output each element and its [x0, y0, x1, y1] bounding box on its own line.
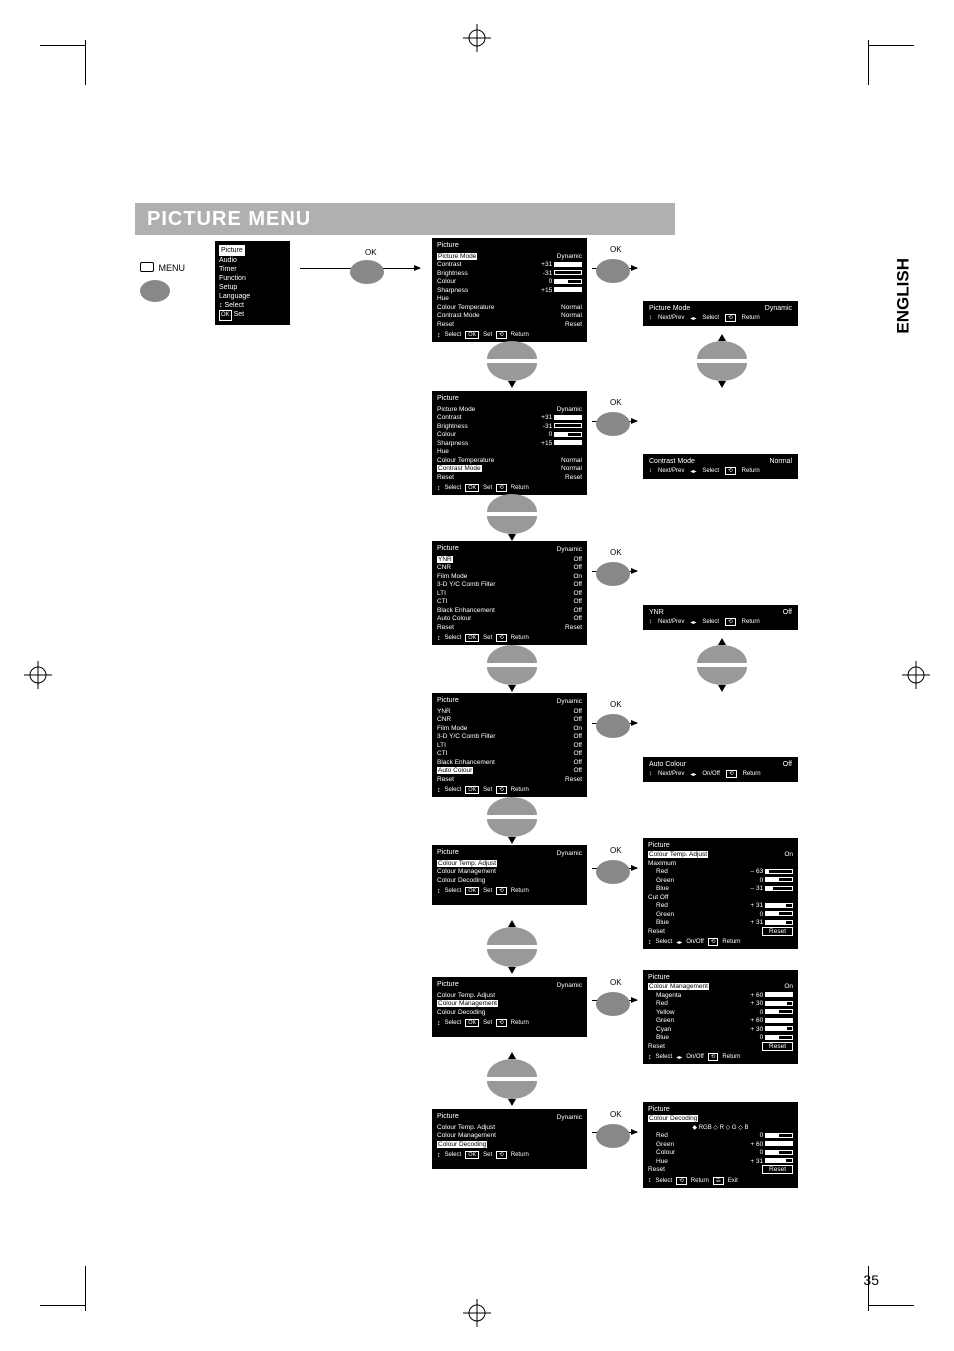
menu-button[interactable]: [140, 280, 170, 302]
crop-mark: [85, 1266, 86, 1311]
ok-label: OK: [610, 245, 622, 254]
nav-pad[interactable]: [487, 334, 537, 388]
crop-mark: [868, 40, 869, 85]
menu-item: Audio: [219, 256, 286, 265]
picture-osd: PicturePicture ModeDynamicContrast+31 Br…: [432, 391, 587, 495]
language-tab: ENGLISH: [894, 258, 914, 334]
crop-mark: [85, 40, 86, 85]
colour-management-osd: PictureColour ManagementOnMagenta+ 60 Re…: [643, 970, 798, 1064]
menu-label: MENU: [158, 263, 185, 273]
crop-mark: [869, 1305, 914, 1306]
ok-label: OK: [610, 548, 622, 557]
nav-pad[interactable]: [487, 790, 537, 844]
picture-sub-osd: PictureDynamicYNROffCNROffFilm ModeOn3-D…: [432, 693, 587, 797]
colour-submenu-osd: PictureDynamicColour Temp. AdjustColour …: [432, 1109, 587, 1169]
menu-item: Function: [219, 274, 286, 283]
ok-label: OK: [610, 700, 622, 709]
registration-mark: [463, 24, 491, 52]
menu-item: Setup: [219, 283, 286, 292]
page-number: 35: [863, 1272, 879, 1288]
menu-icon: [140, 262, 154, 272]
ok-label: OK: [610, 398, 622, 407]
colour-temp-adjust-osd: PictureColour Temp. AdjustOnMaximumRed– …: [643, 838, 798, 949]
section-header: PICTURE MENU: [135, 203, 675, 235]
nav-pad[interactable]: [487, 1052, 537, 1106]
ok-button[interactable]: [596, 710, 630, 738]
registration-mark: [463, 1299, 491, 1327]
picture-sub-osd: PictureDynamicYNROffCNROffFilm ModeOn3-D…: [432, 541, 587, 645]
ok-button[interactable]: [350, 256, 384, 284]
crop-mark: [869, 45, 914, 46]
adjust-strip: Picture ModeDynamic↕Next/Prev ◂▸Select ⟲…: [643, 301, 798, 326]
nav-pad[interactable]: [487, 638, 537, 692]
ok-button[interactable]: [596, 1120, 630, 1148]
crop-mark: [40, 1305, 85, 1306]
ok-button[interactable]: [596, 408, 630, 436]
nav-pad[interactable]: [487, 920, 537, 974]
registration-mark: [24, 661, 52, 689]
colour-submenu-osd: PictureDynamicColour Temp. AdjustColour …: [432, 845, 587, 905]
section-title: PICTURE MENU: [147, 208, 311, 231]
ok-button[interactable]: [596, 558, 630, 586]
colour-decoding-osd: PictureColour Decoding◆ RGB ◇ R ◇ G ◇ BR…: [643, 1102, 798, 1188]
ok-label: OK: [610, 1110, 622, 1119]
ok-label: OK: [610, 846, 622, 855]
colour-submenu-osd: PictureDynamicColour Temp. AdjustColour …: [432, 977, 587, 1037]
menu-item: Language: [219, 292, 286, 301]
nav-pad[interactable]: [697, 638, 747, 692]
nav-pad[interactable]: [487, 487, 537, 541]
ok-button[interactable]: [596, 856, 630, 884]
main-menu-osd: Picture Audio Timer Function Setup Langu…: [215, 241, 290, 325]
menu-button-area: MENU: [140, 258, 220, 302]
crop-mark: [40, 45, 85, 46]
menu-item: Picture: [219, 245, 245, 256]
registration-mark: [902, 661, 930, 689]
menu-item: Timer: [219, 265, 286, 274]
adjust-strip: Contrast ModeNormal↕Next/Prev ◂▸Select ⟲…: [643, 454, 798, 479]
ok-label: OK: [610, 978, 622, 987]
ok-button[interactable]: [596, 988, 630, 1016]
picture-osd: PicturePicture ModeDynamicContrast+31 Br…: [432, 238, 587, 342]
nav-pad[interactable]: [697, 334, 747, 388]
ok-button[interactable]: [596, 255, 630, 283]
adjust-strip: YNROff↕Next/Prev ◂▸Select ⟲Return: [643, 605, 798, 630]
adjust-strip: Auto ColourOff↕Next/Prev ◂▸On/Off ⟲Retur…: [643, 757, 798, 782]
